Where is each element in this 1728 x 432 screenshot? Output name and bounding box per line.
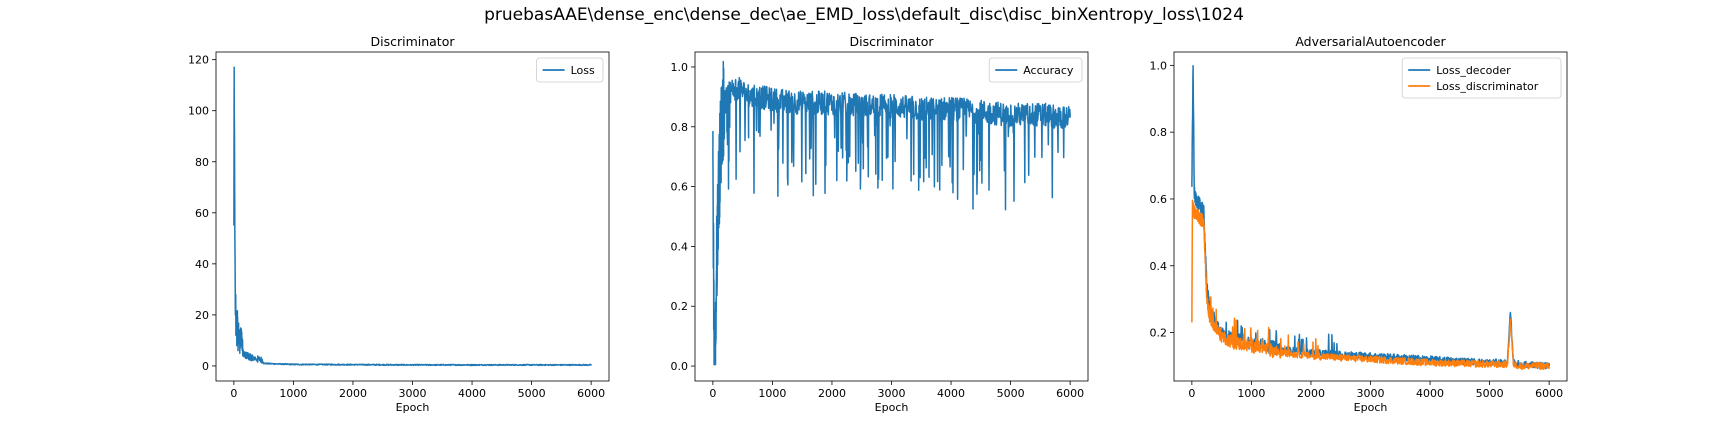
y-tick-label: 100: [188, 105, 209, 118]
legend-label-1: Accuracy: [1023, 64, 1074, 77]
x-tick-label: 6000: [1056, 387, 1084, 400]
figure-suptitle: pruebasAAE\dense_enc\dense_dec\ae_EMD_lo…: [484, 5, 1244, 25]
legend-label-1: Loss_decoder: [1436, 64, 1511, 77]
legend: Loss_decoder Loss_discriminator: [1401, 57, 1562, 99]
x-tick-label: 3000: [399, 387, 427, 400]
chart-panel-1: 0 1000 2000 3000 4000 5000 6000 0 20 40 60 80 100 120…: [188, 34, 610, 414]
y-tick-label: 40: [195, 258, 209, 271]
y-tick-label: 0.4: [1150, 260, 1168, 273]
y-tick-label: 0.0: [671, 360, 689, 373]
chart-title: Discriminator: [370, 34, 455, 49]
series-line-1: [712, 60, 1071, 366]
y-tick-label: 0.2: [1150, 327, 1168, 340]
x-tick-label: 0: [709, 387, 716, 400]
y-tick-label: 0.8: [671, 121, 689, 134]
y-tick-label: 20: [195, 309, 209, 322]
legend: Loss: [536, 57, 604, 83]
x-tick-label: 5000: [997, 387, 1025, 400]
x-tick-label: 2000: [339, 387, 367, 400]
y-tick-label: 0.8: [1150, 126, 1168, 139]
x-tick-label: 1000: [758, 387, 786, 400]
legend-label-2: Loss_discriminator: [1436, 80, 1539, 93]
legend-box: [988, 57, 1083, 83]
chart-title: AdversarialAutoencoder: [1295, 34, 1446, 49]
x-tick-label: 4000: [458, 387, 486, 400]
x-tick-label: 6000: [1535, 387, 1563, 400]
x-tick-label: 5000: [1476, 387, 1504, 400]
x-axis-label: Epoch: [396, 401, 430, 414]
y-tick-label: 120: [188, 54, 209, 67]
chart-panel-3: 0 1000 2000 3000 4000 5000 6000 0.2 0.4 0.6 0.8 1.0…: [1150, 34, 1568, 414]
chart-title: Discriminator: [849, 34, 934, 49]
y-tick-label: 1.0: [1150, 59, 1168, 72]
axes-frame: [215, 51, 610, 382]
x-tick-label: 5000: [518, 387, 546, 400]
y-tick-label: 0: [202, 360, 209, 373]
x-tick-label: 1000: [279, 387, 307, 400]
legend-box: [1401, 57, 1562, 99]
series-line-2: [1191, 199, 1550, 371]
series-line-1: [1191, 65, 1550, 370]
y-tick-label: 0.6: [1150, 193, 1168, 206]
legend-label-1: Loss: [571, 64, 595, 77]
x-tick-label: 3000: [1357, 387, 1385, 400]
series-line-1: [233, 66, 592, 367]
y-tick-label: 0.6: [671, 181, 689, 194]
x-tick-label: 3000: [878, 387, 906, 400]
x-axis-label: Epoch: [1354, 401, 1388, 414]
y-tick-label: 80: [195, 156, 209, 169]
legend: Accuracy: [988, 57, 1083, 83]
y-tick-label: 0.4: [671, 240, 689, 253]
x-tick-label: 0: [1188, 387, 1195, 400]
x-tick-label: 1000: [1237, 387, 1265, 400]
x-tick-label: 2000: [1297, 387, 1325, 400]
x-tick-label: 0: [230, 387, 237, 400]
x-tick-label: 2000: [818, 387, 846, 400]
legend-box: [536, 57, 604, 83]
y-tick-label: 1.0: [671, 61, 689, 74]
x-axis-label: Epoch: [875, 401, 909, 414]
x-tick-label: 4000: [1416, 387, 1444, 400]
x-tick-label: 6000: [577, 387, 605, 400]
x-tick-label: 4000: [937, 387, 965, 400]
y-tick-label: 60: [195, 207, 209, 220]
y-tick-label: 0.2: [671, 300, 689, 313]
chart-panel-2: 0 1000 2000 3000 4000 5000 6000 0.0 0.2 0.4 0.6 0.8…: [671, 34, 1089, 414]
